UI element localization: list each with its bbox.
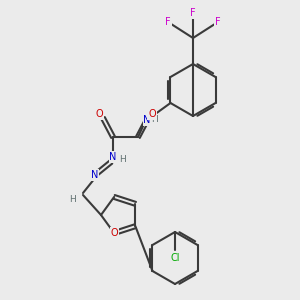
Text: O: O <box>110 228 118 238</box>
Text: N: N <box>91 170 99 180</box>
Text: N: N <box>143 115 151 125</box>
Text: H: H <box>152 116 158 124</box>
Text: F: F <box>165 17 171 27</box>
Text: F: F <box>190 8 196 18</box>
Text: Cl: Cl <box>170 253 180 263</box>
Text: H: H <box>120 155 126 164</box>
Text: O: O <box>148 109 156 119</box>
Text: O: O <box>95 109 103 119</box>
Text: H: H <box>69 196 75 205</box>
Text: N: N <box>109 152 117 162</box>
Text: F: F <box>215 17 221 27</box>
